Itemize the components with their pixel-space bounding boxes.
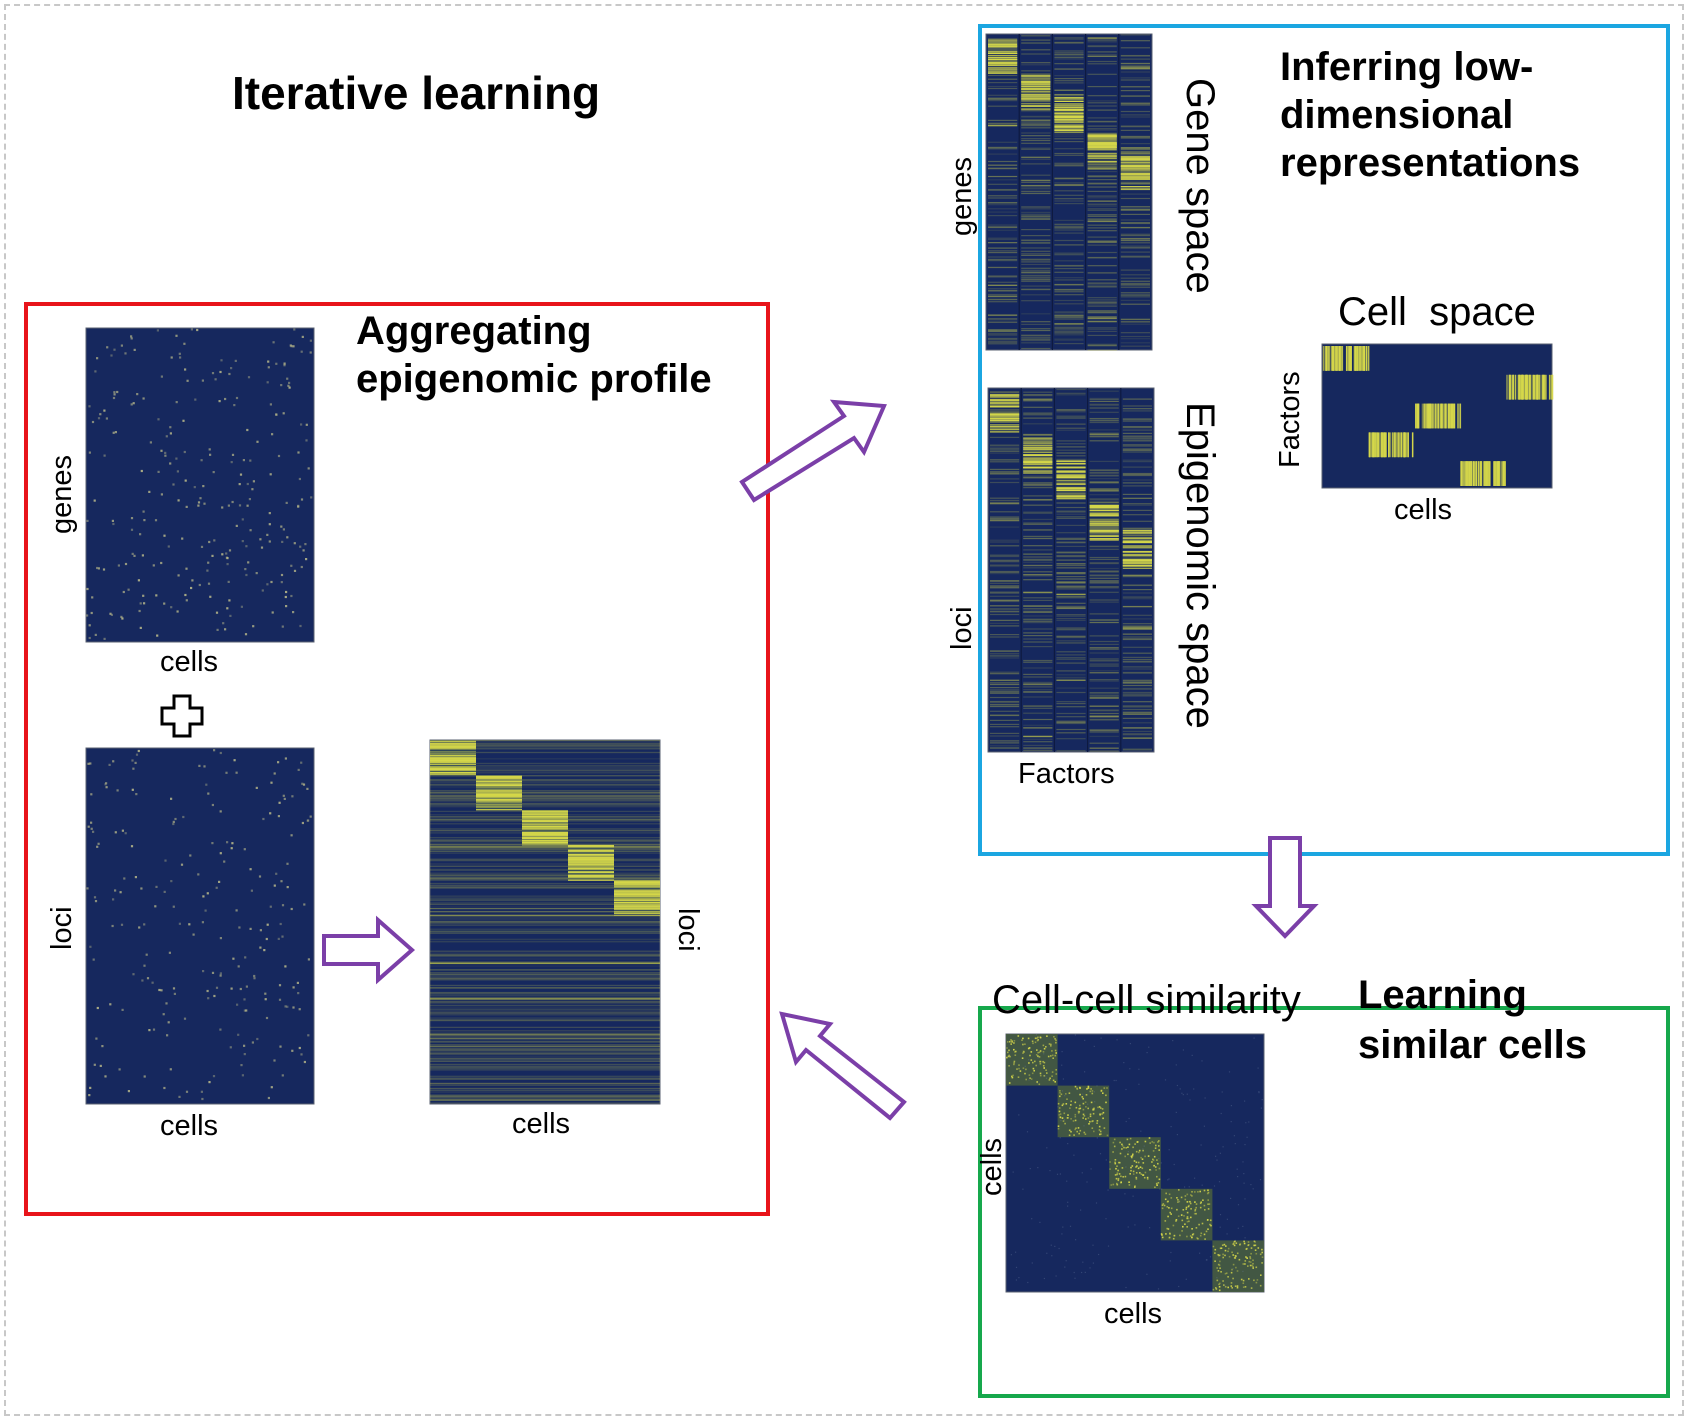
cell-space-row-label: Factors bbox=[1274, 371, 1306, 468]
similarity-title: Cell-cell similarity bbox=[992, 978, 1301, 1022]
cell-space-title: Cell space bbox=[1338, 290, 1536, 334]
inferring-heading-line2: dimensional bbox=[1280, 93, 1514, 137]
gene-space-label: Gene space bbox=[1178, 78, 1222, 294]
aggregating-heading-line2: epigenomic profile bbox=[356, 357, 712, 401]
learning-heading-line2: similar cells bbox=[1358, 1023, 1588, 1067]
gene-space-row-label: genes bbox=[946, 156, 978, 236]
learning-heading-line1: Learning bbox=[1358, 973, 1527, 1017]
similarity-col-label: cells bbox=[1104, 1298, 1163, 1330]
inferring-heading-line1: Inferring low- bbox=[1280, 45, 1534, 89]
cell-space-heatmap bbox=[1321, 343, 1554, 489]
arrow-up-right-icon bbox=[739, 399, 887, 503]
loci-cells-heatmap bbox=[85, 747, 315, 1105]
arrow-down-icon bbox=[1251, 836, 1319, 939]
inferring-panel bbox=[978, 24, 1670, 856]
genes-row-label: genes bbox=[46, 454, 78, 534]
epigenomic-space-row-label: loci bbox=[946, 606, 978, 650]
inferring-heading-line3: representations bbox=[1280, 141, 1581, 185]
aggregating-heading-line1: Aggregating bbox=[356, 309, 592, 353]
learning-panel bbox=[978, 1006, 1670, 1398]
gene-space-heatmap bbox=[985, 33, 1153, 351]
genes-cells-heatmap bbox=[85, 327, 315, 643]
similarity-row-label: cells bbox=[976, 1137, 1008, 1196]
cell-cell-similarity-heatmap bbox=[1005, 1033, 1265, 1293]
plus-icon bbox=[160, 694, 204, 738]
factors-col-label: Factors bbox=[1018, 758, 1115, 790]
arrow-up-left-icon bbox=[779, 1011, 907, 1121]
loci-col-label: cells bbox=[160, 1110, 219, 1142]
aggregated-col-label: cells bbox=[512, 1108, 571, 1140]
epigenomic-space-heatmap bbox=[987, 387, 1155, 753]
loci-row-label: loci bbox=[46, 906, 78, 950]
outer-dashed-frame bbox=[4, 4, 1684, 1416]
aggregated-heatmap bbox=[429, 739, 661, 1105]
genes-col-label: cells bbox=[160, 646, 219, 678]
aggregating-panel bbox=[24, 302, 770, 1216]
arrow-right-icon bbox=[322, 915, 416, 985]
aggregated-row-label: loci bbox=[672, 908, 704, 952]
epigenomic-space-label: Epigenomic space bbox=[1178, 402, 1222, 729]
cell-space-col-label: cells bbox=[1394, 494, 1453, 526]
diagram-title: Iterative learning bbox=[232, 67, 601, 119]
